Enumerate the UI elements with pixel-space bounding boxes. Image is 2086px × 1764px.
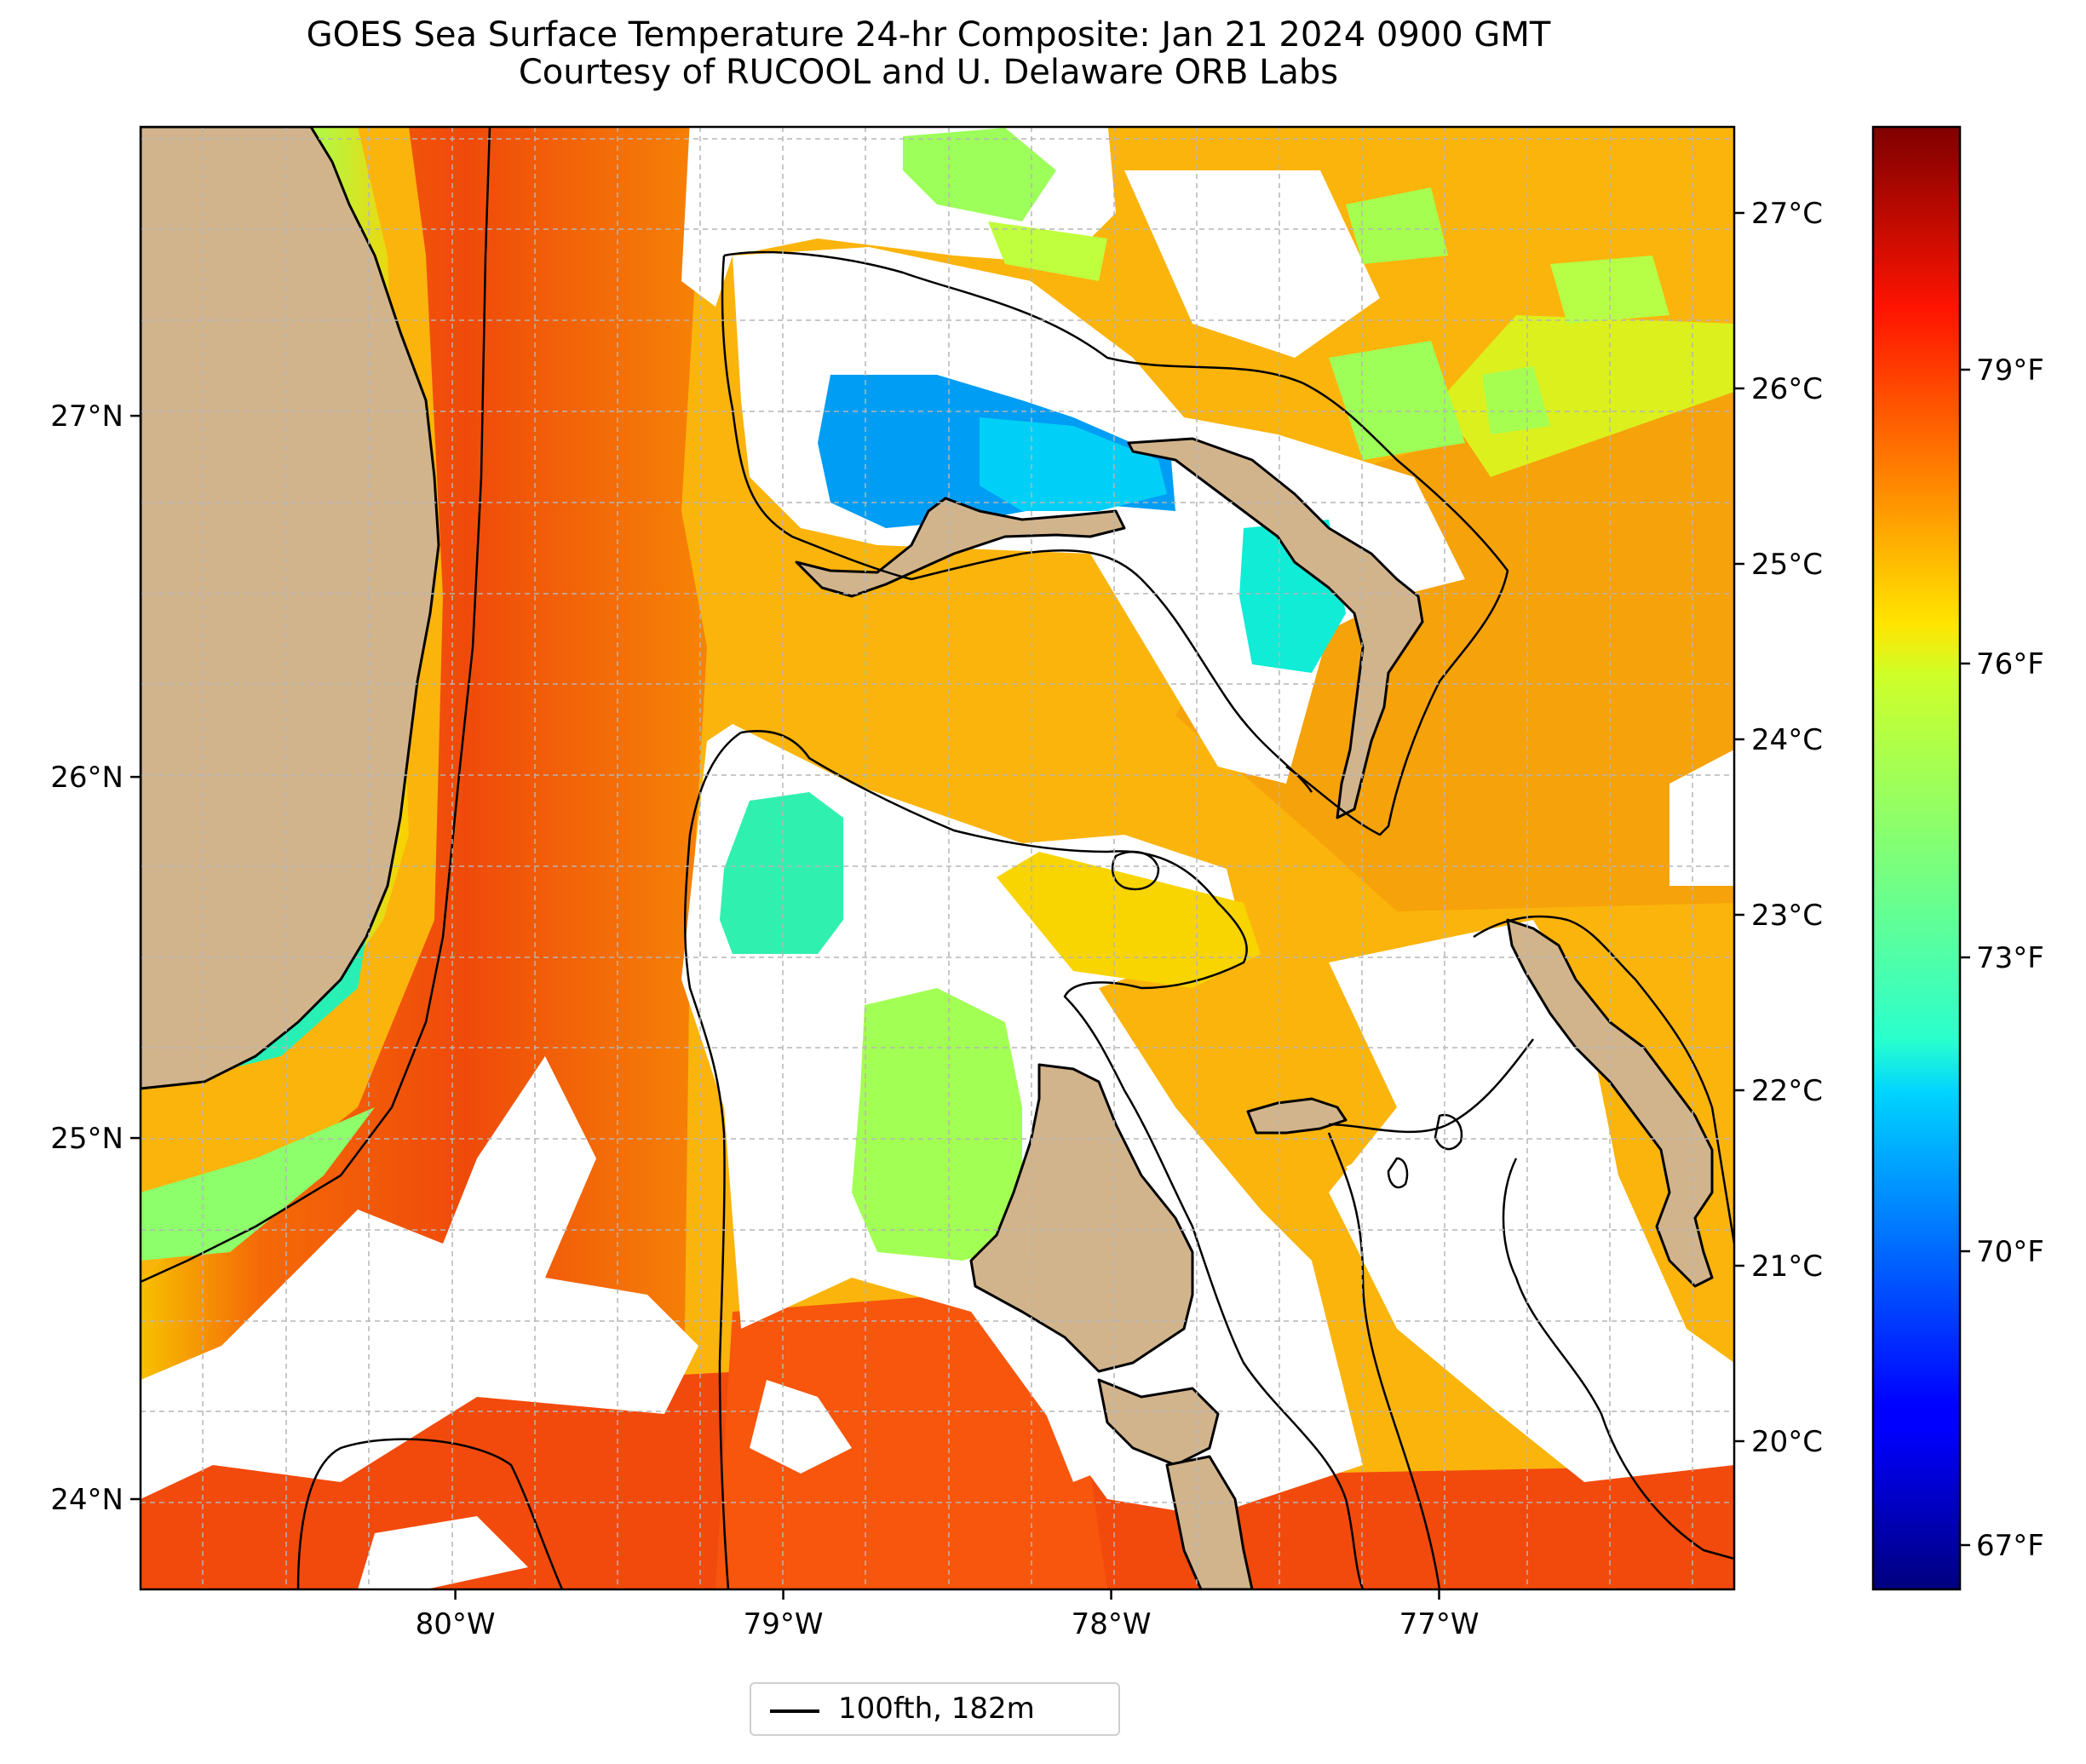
bahama-bank-cold-patch-east [980, 417, 1167, 511]
andros-tail-land [1165, 1455, 1254, 1589]
fahrenheit-tick-label: 67°F [1976, 1529, 2044, 1563]
colorbar-celsius-axis: 27°C 26°C 25°C 24°C 23°C 22°C 21°C 20°C [1734, 197, 1823, 1459]
lon-tick-label: 77°W [1399, 1607, 1480, 1641]
celsius-tick-label: 24°C [1751, 723, 1823, 757]
north-east-yellow-water [1440, 315, 1734, 477]
legend: 100fth, 182m [750, 1682, 1120, 1736]
bimini-cool-patch [720, 792, 843, 954]
lat-tick-label: 24°N [50, 1483, 124, 1517]
grand-bahama-land [795, 497, 1126, 598]
lat-tick-label: 25°N [50, 1122, 124, 1156]
celsius-tick-label: 23°C [1751, 899, 1823, 933]
legend-label: 100fth, 182m [838, 1692, 1035, 1726]
fahrenheit-tick-label: 79°F [1976, 353, 2044, 388]
celsius-tick-label: 26°C [1751, 372, 1823, 406]
lon-tick-label: 78°W [1072, 1607, 1152, 1641]
andros-green-patch [852, 988, 1022, 1261]
map-frame [139, 125, 1736, 1591]
legend-isobath-line [770, 1709, 819, 1713]
keys-shelf-water [141, 1107, 375, 1261]
chart-title-line-1: GOES Sea Surface Temperature 24-hr Compo… [306, 15, 1551, 55]
celsius-tick-label: 20°C [1751, 1425, 1823, 1459]
new-providence-land [1246, 1097, 1348, 1135]
longitude-axis: 80°W 79°W 78°W 77°W [416, 1589, 1480, 1641]
land [141, 127, 1714, 1589]
gulf-stream [141, 127, 733, 1589]
tongue-of-ocean-yellow [997, 852, 1261, 988]
map-gridlines [141, 127, 1734, 1589]
east-ocean-warm [1175, 358, 1734, 911]
south-mid-warm-water [715, 1295, 1107, 1589]
florida-land [141, 127, 440, 1090]
fahrenheit-tick-label: 73°F [1976, 941, 2044, 975]
fahrenheit-tick-label: 70°F [1976, 1235, 2044, 1269]
celsius-tick-label: 27°C [1751, 197, 1823, 231]
colorbar [1871, 125, 1962, 1591]
latitude-axis: 27°N 26°N 25°N 24°N [50, 399, 141, 1517]
celsius-tick-label: 25°C [1751, 548, 1823, 582]
lon-tick-label: 80°W [416, 1607, 496, 1641]
lon-tick-label: 79°W [744, 1607, 824, 1641]
chart-title-line-2: Courtesy of RUCOOL and U. Delaware ORB L… [518, 53, 1339, 92]
lat-tick-label: 27°N [50, 399, 124, 434]
lat-tick-label: 26°N [50, 761, 124, 795]
andros-south-land [1097, 1378, 1220, 1467]
north-cool-patches [903, 128, 1669, 460]
celsius-tick-label: 21°C [1751, 1250, 1823, 1284]
map-area [141, 127, 1734, 1589]
fahrenheit-tick-label: 76°F [1976, 647, 2044, 681]
andros-land [969, 1063, 1194, 1373]
isobath-100fth [141, 127, 1734, 1589]
celsius-tick-label: 22°C [1751, 1074, 1823, 1108]
colorbar-fahrenheit-axis: 79°F 76°F 73°F 70°F 67°F [1960, 353, 2044, 1563]
